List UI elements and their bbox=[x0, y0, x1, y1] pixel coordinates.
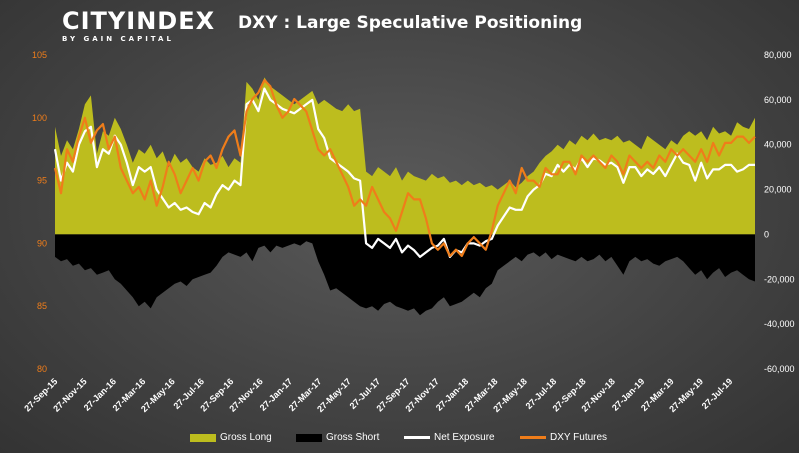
net-exposure-line bbox=[53, 87, 755, 258]
right-tick-label: -20,000 bbox=[764, 274, 795, 284]
legend-label: Gross Long bbox=[220, 432, 272, 443]
gross-long-swatch bbox=[190, 433, 216, 442]
x-axis: 27-Sep-1527-Nov-1527-Jan-1627-Mar-1627-M… bbox=[22, 376, 734, 414]
dxy-futures-swatch bbox=[520, 436, 546, 439]
area-layer bbox=[55, 77, 755, 316]
left-tick-label: 90 bbox=[37, 238, 47, 248]
legend-gross-long: Gross Long bbox=[190, 432, 272, 443]
right-tick-label: 80,000 bbox=[764, 50, 792, 60]
right-tick-label: 20,000 bbox=[764, 185, 792, 195]
left-tick-label: 105 bbox=[32, 50, 47, 60]
gross-short-swatch bbox=[296, 433, 322, 442]
left-axis: 105 100 95 90 85 80 bbox=[32, 50, 47, 374]
line-layer bbox=[53, 78, 756, 258]
logo-tagline: BY GAIN CAPITAL bbox=[62, 35, 174, 43]
legend-gross-short: Gross Short bbox=[296, 432, 379, 443]
right-tick-label: -60,000 bbox=[764, 364, 795, 374]
chart-title: DXY : Large Speculative Positioning bbox=[238, 13, 583, 33]
right-axis: 80,000 60,000 40,000 20,000 0 -20,000 -40,000 -… bbox=[764, 50, 795, 374]
chart-legend: Gross Long Gross Short Net Exposure DXY … bbox=[0, 432, 799, 446]
left-tick-label: 80 bbox=[37, 364, 47, 374]
legend-label: Gross Short bbox=[326, 432, 380, 443]
net-exposure-swatch bbox=[404, 436, 430, 439]
x-tick-label: 27-Jul-19 bbox=[700, 376, 735, 411]
right-tick-label: 40,000 bbox=[764, 140, 792, 150]
legend-label: DXY Futures bbox=[550, 432, 608, 443]
right-tick-label: -40,000 bbox=[764, 319, 795, 329]
legend-net-exposure: Net Exposure bbox=[404, 432, 495, 443]
logo-wordmark: CITYINDEX bbox=[62, 7, 216, 35]
legend-dxy-futures: DXY Futures bbox=[520, 432, 607, 443]
legend-label: Net Exposure bbox=[434, 432, 495, 443]
right-tick-label: 60,000 bbox=[764, 95, 792, 105]
right-tick-label: 0 bbox=[764, 229, 769, 239]
dxy-futures-line bbox=[53, 78, 756, 258]
gross-short-area bbox=[55, 234, 755, 316]
gross-long-area bbox=[55, 77, 755, 235]
left-tick-label: 100 bbox=[32, 113, 47, 123]
brand-logo: CITYINDEX BY GAIN CAPITAL bbox=[62, 8, 215, 43]
left-tick-label: 95 bbox=[37, 176, 47, 186]
left-tick-label: 85 bbox=[37, 301, 47, 311]
